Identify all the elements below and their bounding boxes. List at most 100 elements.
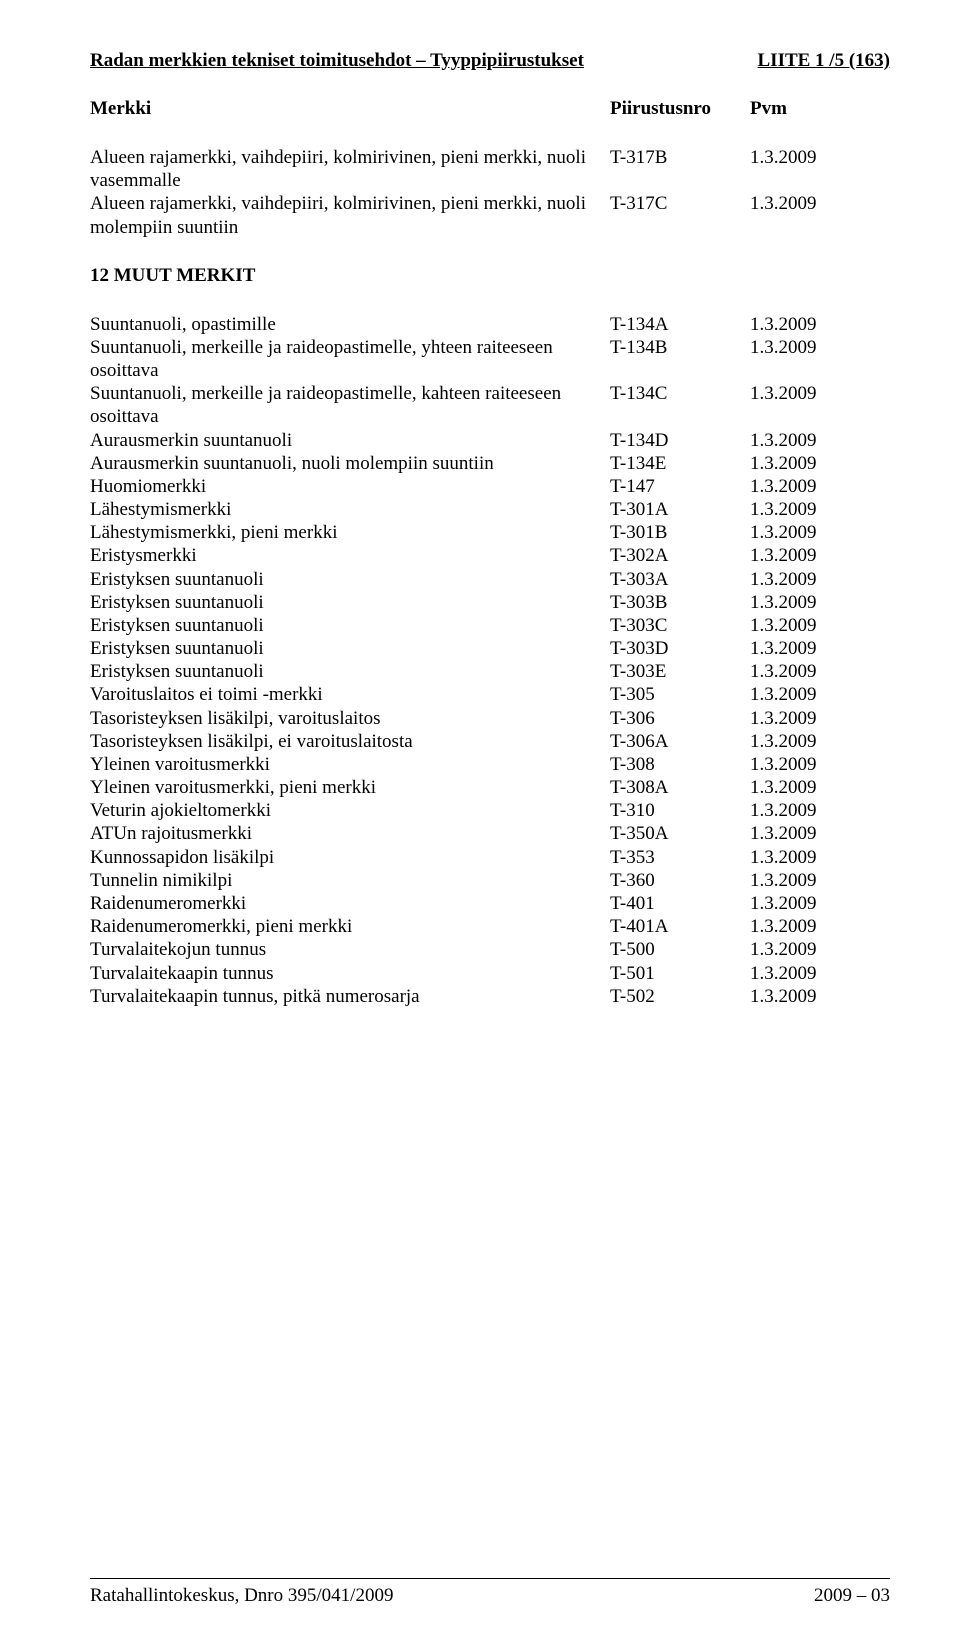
entry-date: 1.3.2009 bbox=[750, 637, 890, 660]
entry-date: 1.3.2009 bbox=[750, 382, 890, 428]
entry-code: T-500 bbox=[610, 938, 750, 961]
entry-label: Tasoristeyksen lisäkilpi, ei varoituslai… bbox=[90, 730, 610, 753]
entry-date: 1.3.2009 bbox=[750, 707, 890, 730]
entry-code: T-501 bbox=[610, 962, 750, 985]
entry-date: 1.3.2009 bbox=[750, 591, 890, 614]
entry-code: T-308 bbox=[610, 753, 750, 776]
entry-date: 1.3.2009 bbox=[750, 614, 890, 637]
entry-label: Eristyksen suuntanuoli bbox=[90, 568, 610, 591]
entry-date: 1.3.2009 bbox=[750, 336, 890, 382]
entry-label: Suuntanuoli, merkeille ja raideopastimel… bbox=[90, 382, 610, 428]
entry-code: T-301A bbox=[610, 498, 750, 521]
entry-code: T-134D bbox=[610, 429, 750, 452]
entry-code: T-303C bbox=[610, 614, 750, 637]
entry-label: Raidenumeromerkki bbox=[90, 892, 610, 915]
entry-date: 1.3.2009 bbox=[750, 962, 890, 985]
table-row: HuomiomerkkiT-1471.3.2009 bbox=[90, 475, 890, 498]
entry-label: Lähestymismerkki, pieni merkki bbox=[90, 521, 610, 544]
entry-date: 1.3.2009 bbox=[750, 869, 890, 892]
entry-label: Turvalaitekaapin tunnus, pitkä numerosar… bbox=[90, 985, 610, 1008]
table-row: Yleinen varoitusmerkki, pieni merkkiT-30… bbox=[90, 776, 890, 799]
entry-date: 1.3.2009 bbox=[750, 475, 890, 498]
table-row: ATUn rajoitusmerkkiT-350A1.3.2009 bbox=[90, 822, 890, 845]
entry-date: 1.3.2009 bbox=[750, 683, 890, 706]
table-row: Tasoristeyksen lisäkilpi, varoituslaitos… bbox=[90, 707, 890, 730]
entry-code: T-353 bbox=[610, 846, 750, 869]
entry-date: 1.3.2009 bbox=[750, 192, 890, 238]
entry-code: T-317B bbox=[610, 146, 750, 192]
table-row: Veturin ajokieltomerkkiT-3101.3.2009 bbox=[90, 799, 890, 822]
entry-date: 1.3.2009 bbox=[750, 498, 890, 521]
table-row: Suuntanuoli, merkeille ja raideopastimel… bbox=[90, 382, 890, 428]
entry-label: Raidenumeromerkki, pieni merkki bbox=[90, 915, 610, 938]
table-row: Eristyksen suuntanuoliT-303D1.3.2009 bbox=[90, 637, 890, 660]
entry-label: Eristyksen suuntanuoli bbox=[90, 637, 610, 660]
entry-label: Aurausmerkin suuntanuoli bbox=[90, 429, 610, 452]
entry-label: Eristyksen suuntanuoli bbox=[90, 591, 610, 614]
table-row: Turvalaitekaapin tunnus, pitkä numerosar… bbox=[90, 985, 890, 1008]
entry-label: Varoituslaitos ei toimi -merkki bbox=[90, 683, 610, 706]
entry-code: T-401A bbox=[610, 915, 750, 938]
entry-date: 1.3.2009 bbox=[750, 660, 890, 683]
footer-right: 2009 – 03 bbox=[814, 1585, 890, 1607]
table-row: Alueen rajamerkki, vaihdepiiri, kolmiriv… bbox=[90, 146, 890, 192]
entry-label: Eristyksen suuntanuoli bbox=[90, 614, 610, 637]
header-left: Radan merkkien tekniset toimitusehdot – … bbox=[90, 50, 584, 72]
entry-code: T-350A bbox=[610, 822, 750, 845]
entry-code: T-310 bbox=[610, 799, 750, 822]
entry-date: 1.3.2009 bbox=[750, 892, 890, 915]
entry-date: 1.3.2009 bbox=[750, 753, 890, 776]
entry-date: 1.3.2009 bbox=[750, 544, 890, 567]
entry-code: T-303B bbox=[610, 591, 750, 614]
entry-label: Huomiomerkki bbox=[90, 475, 610, 498]
column-headers: Merkki Piirustusnro Pvm bbox=[90, 98, 890, 120]
header-right: LIITE 1 /5 (163) bbox=[758, 50, 891, 72]
table-row: Turvalaitekaapin tunnusT-5011.3.2009 bbox=[90, 962, 890, 985]
table-row: Tunnelin nimikilpiT-3601.3.2009 bbox=[90, 869, 890, 892]
table-row: EristysmerkkiT-302A1.3.2009 bbox=[90, 544, 890, 567]
top-entries-list: Alueen rajamerkki, vaihdepiiri, kolmiriv… bbox=[90, 146, 890, 239]
table-row: Raidenumeromerkki, pieni merkkiT-401A1.3… bbox=[90, 915, 890, 938]
entry-date: 1.3.2009 bbox=[750, 730, 890, 753]
entry-code: T-360 bbox=[610, 869, 750, 892]
entry-label: Turvalaitekojun tunnus bbox=[90, 938, 610, 961]
column-label: Merkki bbox=[90, 98, 610, 120]
entry-date: 1.3.2009 bbox=[750, 915, 890, 938]
table-row: Suuntanuoli, merkeille ja raideopastimel… bbox=[90, 336, 890, 382]
entry-label: Alueen rajamerkki, vaihdepiiri, kolmiriv… bbox=[90, 146, 610, 192]
entry-date: 1.3.2009 bbox=[750, 452, 890, 475]
table-row: Eristyksen suuntanuoliT-303C1.3.2009 bbox=[90, 614, 890, 637]
entry-label: Yleinen varoitusmerkki, pieni merkki bbox=[90, 776, 610, 799]
table-row: Turvalaitekojun tunnusT-5001.3.2009 bbox=[90, 938, 890, 961]
entry-code: T-134B bbox=[610, 336, 750, 382]
main-entries-list: Suuntanuoli, opastimilleT-134A1.3.2009Su… bbox=[90, 313, 890, 1008]
table-row: Alueen rajamerkki, vaihdepiiri, kolmiriv… bbox=[90, 192, 890, 238]
entry-code: T-303D bbox=[610, 637, 750, 660]
table-row: Kunnossapidon lisäkilpiT-3531.3.2009 bbox=[90, 846, 890, 869]
entry-date: 1.3.2009 bbox=[750, 938, 890, 961]
entry-label: Turvalaitekaapin tunnus bbox=[90, 962, 610, 985]
footer-left: Ratahallintokeskus, Dnro 395/041/2009 bbox=[90, 1585, 393, 1607]
table-row: Yleinen varoitusmerkkiT-3081.3.2009 bbox=[90, 753, 890, 776]
entry-label: Alueen rajamerkki, vaihdepiiri, kolmiriv… bbox=[90, 192, 610, 238]
entry-code: T-134E bbox=[610, 452, 750, 475]
entry-date: 1.3.2009 bbox=[750, 568, 890, 591]
table-row: Eristyksen suuntanuoliT-303E1.3.2009 bbox=[90, 660, 890, 683]
section-title: 12 MUUT MERKIT bbox=[90, 265, 890, 287]
entry-code: T-306A bbox=[610, 730, 750, 753]
entry-code: T-305 bbox=[610, 683, 750, 706]
table-row: Lähestymismerkki, pieni merkkiT-301B1.3.… bbox=[90, 521, 890, 544]
entry-date: 1.3.2009 bbox=[750, 985, 890, 1008]
column-code: Piirustusnro bbox=[610, 98, 750, 120]
entry-label: Tasoristeyksen lisäkilpi, varoituslaitos bbox=[90, 707, 610, 730]
table-row: Suuntanuoli, opastimilleT-134A1.3.2009 bbox=[90, 313, 890, 336]
table-row: LähestymismerkkiT-301A1.3.2009 bbox=[90, 498, 890, 521]
entry-date: 1.3.2009 bbox=[750, 146, 890, 192]
column-date: Pvm bbox=[750, 98, 890, 120]
entry-code: T-502 bbox=[610, 985, 750, 1008]
entry-code: T-306 bbox=[610, 707, 750, 730]
table-row: Tasoristeyksen lisäkilpi, ei varoituslai… bbox=[90, 730, 890, 753]
page-footer: Ratahallintokeskus, Dnro 395/041/2009 20… bbox=[90, 1578, 890, 1607]
entry-label: Yleinen varoitusmerkki bbox=[90, 753, 610, 776]
table-row: Eristyksen suuntanuoliT-303A1.3.2009 bbox=[90, 568, 890, 591]
